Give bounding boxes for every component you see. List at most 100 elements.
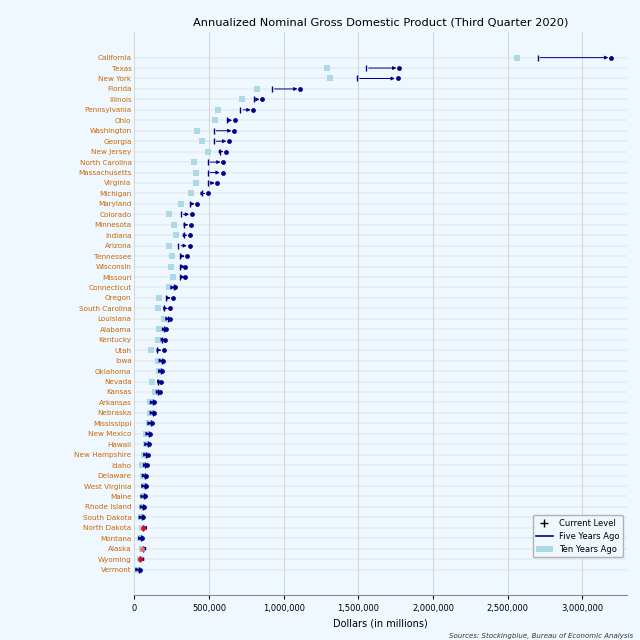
Point — [191, 168, 201, 178]
Point — [218, 168, 228, 178]
Point — [138, 492, 148, 502]
Point — [192, 125, 202, 136]
Point — [186, 188, 196, 198]
Point — [143, 449, 153, 460]
Point — [152, 355, 163, 365]
Point — [140, 492, 150, 502]
Point — [212, 178, 223, 188]
Point — [141, 481, 151, 491]
Point — [180, 262, 190, 272]
Point — [175, 199, 186, 209]
Point — [394, 63, 404, 73]
Point — [150, 387, 161, 397]
Point — [137, 460, 147, 470]
Point — [141, 439, 151, 449]
Point — [186, 220, 196, 230]
Point — [145, 408, 156, 418]
Point — [134, 564, 145, 575]
Point — [392, 74, 403, 84]
Point — [218, 157, 228, 167]
Point — [141, 470, 151, 481]
Point — [168, 272, 178, 282]
Point — [185, 230, 195, 241]
Point — [135, 554, 145, 564]
Point — [164, 282, 174, 292]
Point — [166, 262, 177, 272]
Point — [154, 324, 164, 334]
Point — [322, 63, 332, 73]
Point — [202, 188, 212, 198]
Point — [136, 512, 146, 522]
Point — [164, 241, 174, 251]
Point — [159, 314, 170, 324]
Point — [171, 230, 181, 241]
Point — [143, 439, 154, 449]
Point — [138, 523, 148, 533]
Point — [141, 429, 152, 439]
Point — [149, 397, 159, 408]
Point — [189, 157, 199, 167]
Point — [257, 94, 268, 104]
Point — [191, 178, 201, 188]
Point — [153, 335, 163, 345]
Point — [180, 272, 190, 282]
Point — [295, 84, 305, 94]
Point — [221, 147, 231, 157]
Point — [213, 105, 223, 115]
Point — [325, 74, 335, 84]
Point — [252, 84, 262, 94]
Point — [147, 376, 157, 387]
Point — [135, 554, 145, 564]
Point — [169, 220, 179, 230]
Point — [137, 523, 147, 533]
Point — [156, 376, 166, 387]
Point — [137, 543, 147, 554]
Text: Sources: Stockingblue, Bureau of Economic Analysis: Sources: Stockingblue, Bureau of Economi… — [449, 633, 634, 639]
X-axis label: Dollars (in millions): Dollars (in millions) — [333, 619, 428, 628]
Point — [164, 314, 175, 324]
Point — [160, 335, 170, 345]
Point — [184, 241, 195, 251]
Point — [248, 105, 259, 115]
Point — [229, 125, 239, 136]
Point — [168, 293, 179, 303]
Point — [170, 282, 180, 292]
Point — [140, 481, 150, 491]
Point — [230, 115, 240, 125]
Point — [187, 209, 197, 220]
Point — [192, 199, 202, 209]
Point — [143, 418, 154, 428]
Point — [165, 303, 175, 314]
Point — [224, 136, 234, 147]
Point — [135, 533, 145, 543]
Point — [145, 397, 156, 408]
Point — [145, 429, 155, 439]
Point — [138, 533, 148, 543]
Point — [154, 366, 164, 376]
Point — [138, 470, 148, 481]
Point — [166, 251, 177, 261]
Point — [164, 209, 175, 220]
Point — [138, 512, 148, 522]
Point — [182, 251, 193, 261]
Legend: Current Level, Five Years Ago, Ten Years Ago: Current Level, Five Years Ago, Ten Years… — [532, 515, 623, 557]
Point — [138, 449, 148, 460]
Point — [155, 387, 165, 397]
Point — [154, 293, 164, 303]
Point — [147, 418, 157, 428]
Point — [202, 147, 212, 157]
Point — [149, 408, 159, 418]
Point — [137, 543, 147, 554]
Point — [606, 52, 616, 63]
Point — [146, 345, 156, 355]
Title: Annualized Nominal Gross Domestic Product (Third Quarter 2020): Annualized Nominal Gross Domestic Produc… — [193, 17, 568, 27]
Point — [511, 52, 522, 63]
Point — [196, 136, 207, 147]
Point — [133, 564, 143, 575]
Point — [159, 345, 169, 355]
Point — [158, 355, 168, 365]
Point — [137, 502, 147, 512]
Point — [152, 303, 163, 314]
Point — [157, 366, 168, 376]
Point — [161, 324, 172, 334]
